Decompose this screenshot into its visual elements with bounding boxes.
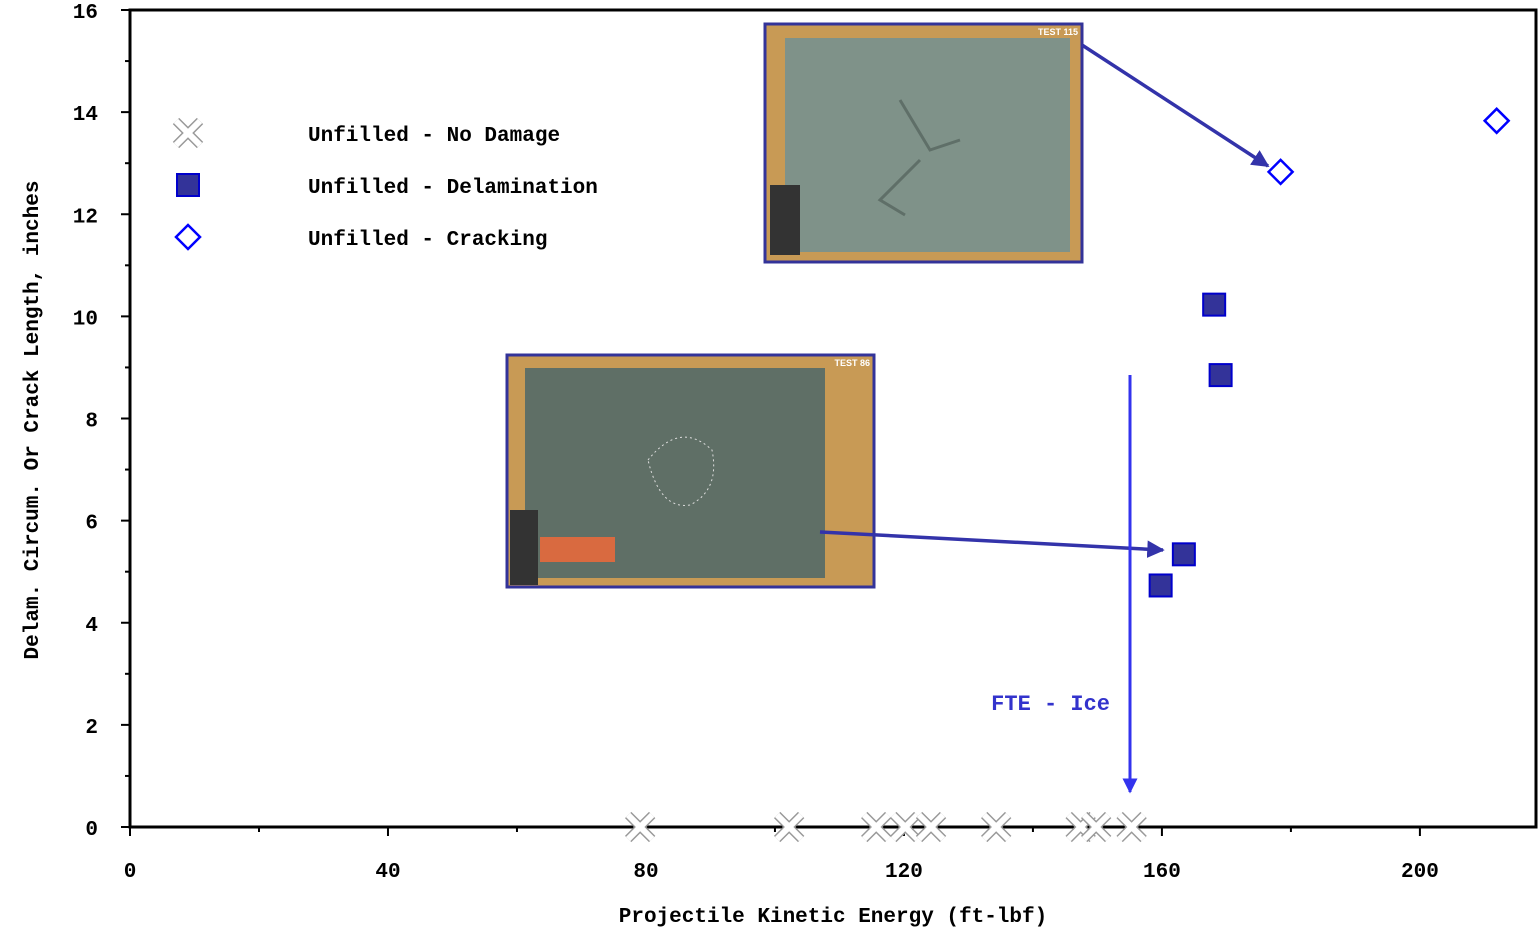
point [1485,109,1509,133]
x-tick-label: 120 [885,861,923,884]
square [1203,294,1225,316]
square [1210,364,1232,386]
x-tick-label: 200 [1401,861,1439,884]
point [1150,574,1172,596]
y-tick-label: 10 [73,308,98,331]
x-tick-label: 0 [124,861,137,884]
x-axis-title: Projectile Kinetic Energy (ft-lbf) [619,906,1047,929]
point [176,225,200,249]
point [1269,160,1293,184]
pointer-arrow [1082,45,1268,166]
inset-photo: TEST 115 [765,24,1082,262]
y-tick-label: 8 [85,411,98,434]
diamond [1485,109,1509,133]
inset-label: TEST 115 [1038,27,1078,37]
x-tick-label: 160 [1143,861,1181,884]
y-tick-label: 14 [73,104,98,127]
point [1210,364,1232,386]
y-tick-label: 12 [73,206,98,229]
inset-label: TEST 86 [834,358,870,368]
point [1203,294,1225,316]
y-tick-label: 6 [85,513,98,536]
square [1173,543,1195,565]
y-tick-label: 2 [85,717,98,740]
square [177,174,199,196]
y-tick-label: 16 [73,2,98,25]
point [1173,543,1195,565]
annotation: FTE - Ice [991,692,1110,717]
diamond [1269,160,1293,184]
legend-label: Unfilled - No Damage [308,125,560,148]
point [177,174,199,196]
legend-label: Unfilled - Delamination [308,177,598,200]
x-tick-label: 40 [375,861,400,884]
x-tick-label: 80 [633,861,658,884]
y-tick-label: 0 [85,819,98,842]
inset-photo: TEST 86 [507,355,874,587]
point [176,121,200,145]
chart: TEST 115 TEST 86 FTE - Ice Projectile Ki… [0,0,1539,932]
legend-label: Unfilled - Cracking [308,229,547,252]
square [1150,574,1172,596]
diamond [176,225,200,249]
y-tick-label: 4 [85,615,98,638]
y-axis-title: Delam. Circum. Or Crack Length, inches [22,181,45,660]
x-fill [176,121,200,145]
